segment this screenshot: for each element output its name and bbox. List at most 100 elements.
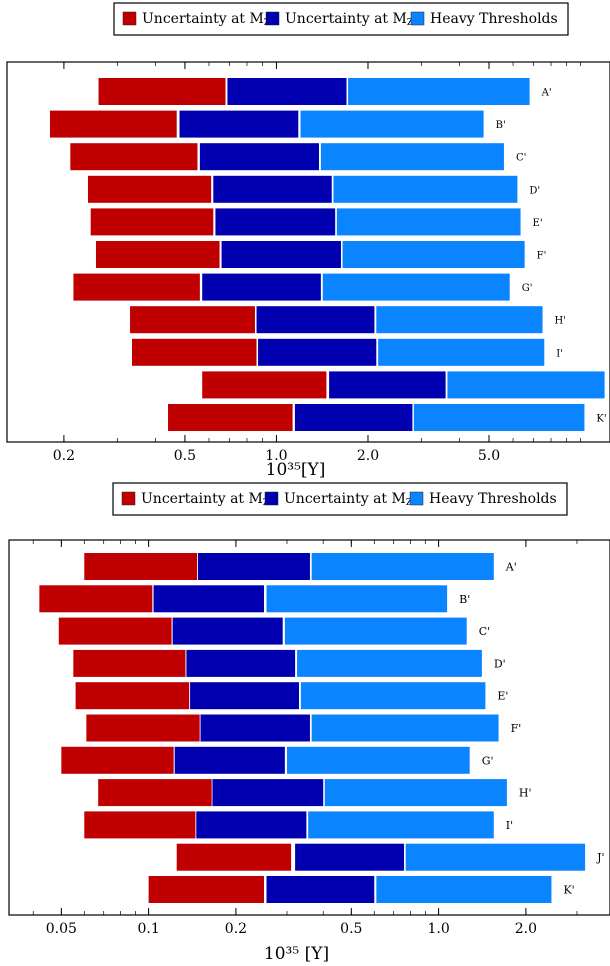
- bar-2-3: [199, 143, 319, 171]
- legend: Uncertainty at MZ Uncertainty at MZ Heavy …: [112, 482, 568, 516]
- legend-box: [112, 482, 568, 516]
- bar-1-11: [148, 876, 265, 903]
- category-label: D': [529, 185, 540, 196]
- x-tick-label: 1.0: [427, 921, 449, 937]
- bar-3-1: [348, 78, 530, 105]
- bar-1-5: [75, 682, 190, 710]
- x-tick-label: 0.2: [225, 921, 247, 937]
- category-label: H': [555, 316, 566, 327]
- category-label: K': [596, 414, 606, 425]
- bar-3-11: [376, 876, 552, 903]
- category-label: A': [541, 88, 552, 99]
- bar-2-8: [212, 779, 324, 807]
- bar-3-5: [300, 682, 486, 710]
- bar-1-9: [84, 811, 196, 839]
- bar-1-9: [132, 338, 257, 366]
- x-axis-label: 10³⁵ [Y]: [264, 944, 329, 964]
- plot-frame: [6, 61, 610, 443]
- bar-2-11: [266, 876, 375, 903]
- bar-3-4: [297, 649, 482, 677]
- legend-swatch-1: [121, 491, 136, 506]
- bar-3-7: [322, 273, 510, 301]
- bar-3-1: [311, 553, 494, 580]
- x-tick-label: 0.1: [137, 921, 159, 937]
- bar-3-11: [413, 404, 585, 431]
- bar-2-2: [153, 585, 265, 613]
- legend-swatch-2: [265, 11, 280, 26]
- bar-3-8: [376, 306, 543, 334]
- legend-swatch-2: [264, 491, 279, 506]
- bar-3-3: [284, 617, 467, 645]
- bar-1-4: [73, 649, 186, 677]
- plot-frame: [8, 539, 610, 916]
- bar-2-6: [200, 714, 310, 742]
- bar-2-8: [256, 306, 375, 334]
- bar-3-9: [308, 811, 494, 839]
- bar-1-4: [87, 175, 212, 203]
- x-tick-label: 0.05: [46, 921, 77, 937]
- category-label: K': [563, 884, 574, 897]
- bar-3-6: [342, 241, 525, 268]
- x-tick-label: 1.0: [265, 448, 287, 464]
- x-tick-label: 0.5: [340, 921, 362, 937]
- legend-swatch-3: [409, 491, 424, 506]
- x-tick-label: 0.5: [174, 448, 196, 464]
- bar-3-9: [378, 338, 545, 366]
- category-label: B': [459, 593, 470, 606]
- bar-3-10: [405, 843, 586, 871]
- legend-label-1: Uncertainty at MZ: [142, 11, 270, 28]
- bar-2-9: [196, 811, 307, 839]
- category-label: B': [496, 120, 506, 131]
- bar-1-1: [84, 553, 198, 580]
- x-tick-label: 2.0: [357, 448, 379, 464]
- bar-1-6: [86, 714, 200, 742]
- bar-2-6: [221, 241, 341, 268]
- bar-3-2: [300, 110, 484, 138]
- legend-swatch-1: [122, 11, 137, 26]
- bar-1-10: [202, 371, 327, 399]
- bar-1-3: [70, 143, 198, 171]
- bar-1-1: [98, 78, 226, 105]
- bar-1-8: [98, 779, 212, 807]
- bar-3-10: [447, 371, 605, 399]
- bar-2-7: [202, 273, 321, 301]
- legend-label-1: Uncertainty at MZ: [141, 491, 269, 508]
- category-label: I': [556, 348, 563, 359]
- bar-2-3: [172, 617, 283, 645]
- bar-3-4: [333, 175, 518, 203]
- bar-1-2: [49, 110, 177, 138]
- category-label: F': [537, 251, 547, 262]
- bar-2-7: [174, 746, 285, 774]
- bar-3-8: [324, 779, 507, 807]
- bar-2-1: [197, 553, 310, 580]
- legend-label-2: Uncertainty at MZ: [285, 11, 413, 28]
- bar-3-3: [320, 143, 504, 171]
- chart-panel-2: Uncertainty at MZ Uncertainty at MZ Heavy …: [8, 482, 610, 964]
- bar-1-5: [90, 208, 214, 236]
- legend-label-2: Uncertainty at MZ: [284, 491, 412, 508]
- category-label: C': [479, 625, 490, 638]
- bar-3-5: [336, 208, 521, 236]
- legend-label-3: Heavy Thresholds: [430, 11, 558, 27]
- legend-box: [113, 2, 569, 36]
- bar-3-6: [311, 714, 499, 742]
- bar-2-5: [190, 682, 299, 710]
- bar-1-7: [61, 746, 174, 774]
- bar-1-8: [130, 306, 255, 334]
- category-label: G': [522, 283, 533, 294]
- legend-label-3: Heavy Thresholds: [429, 491, 557, 507]
- x-tick-label: 5.0: [478, 448, 500, 464]
- bar-1-7: [73, 273, 200, 301]
- bar-2-10: [295, 843, 405, 871]
- category-label: E': [497, 690, 508, 703]
- bar-2-2: [179, 110, 299, 138]
- category-label: G': [482, 754, 494, 767]
- category-label: J': [596, 851, 604, 864]
- bar-2-11: [294, 404, 413, 431]
- category-label: H': [519, 787, 532, 800]
- bar-3-2: [266, 585, 448, 613]
- bar-2-1: [227, 78, 347, 105]
- x-axis-label: 10³⁵[Y]: [266, 460, 326, 480]
- category-label: C': [516, 153, 526, 164]
